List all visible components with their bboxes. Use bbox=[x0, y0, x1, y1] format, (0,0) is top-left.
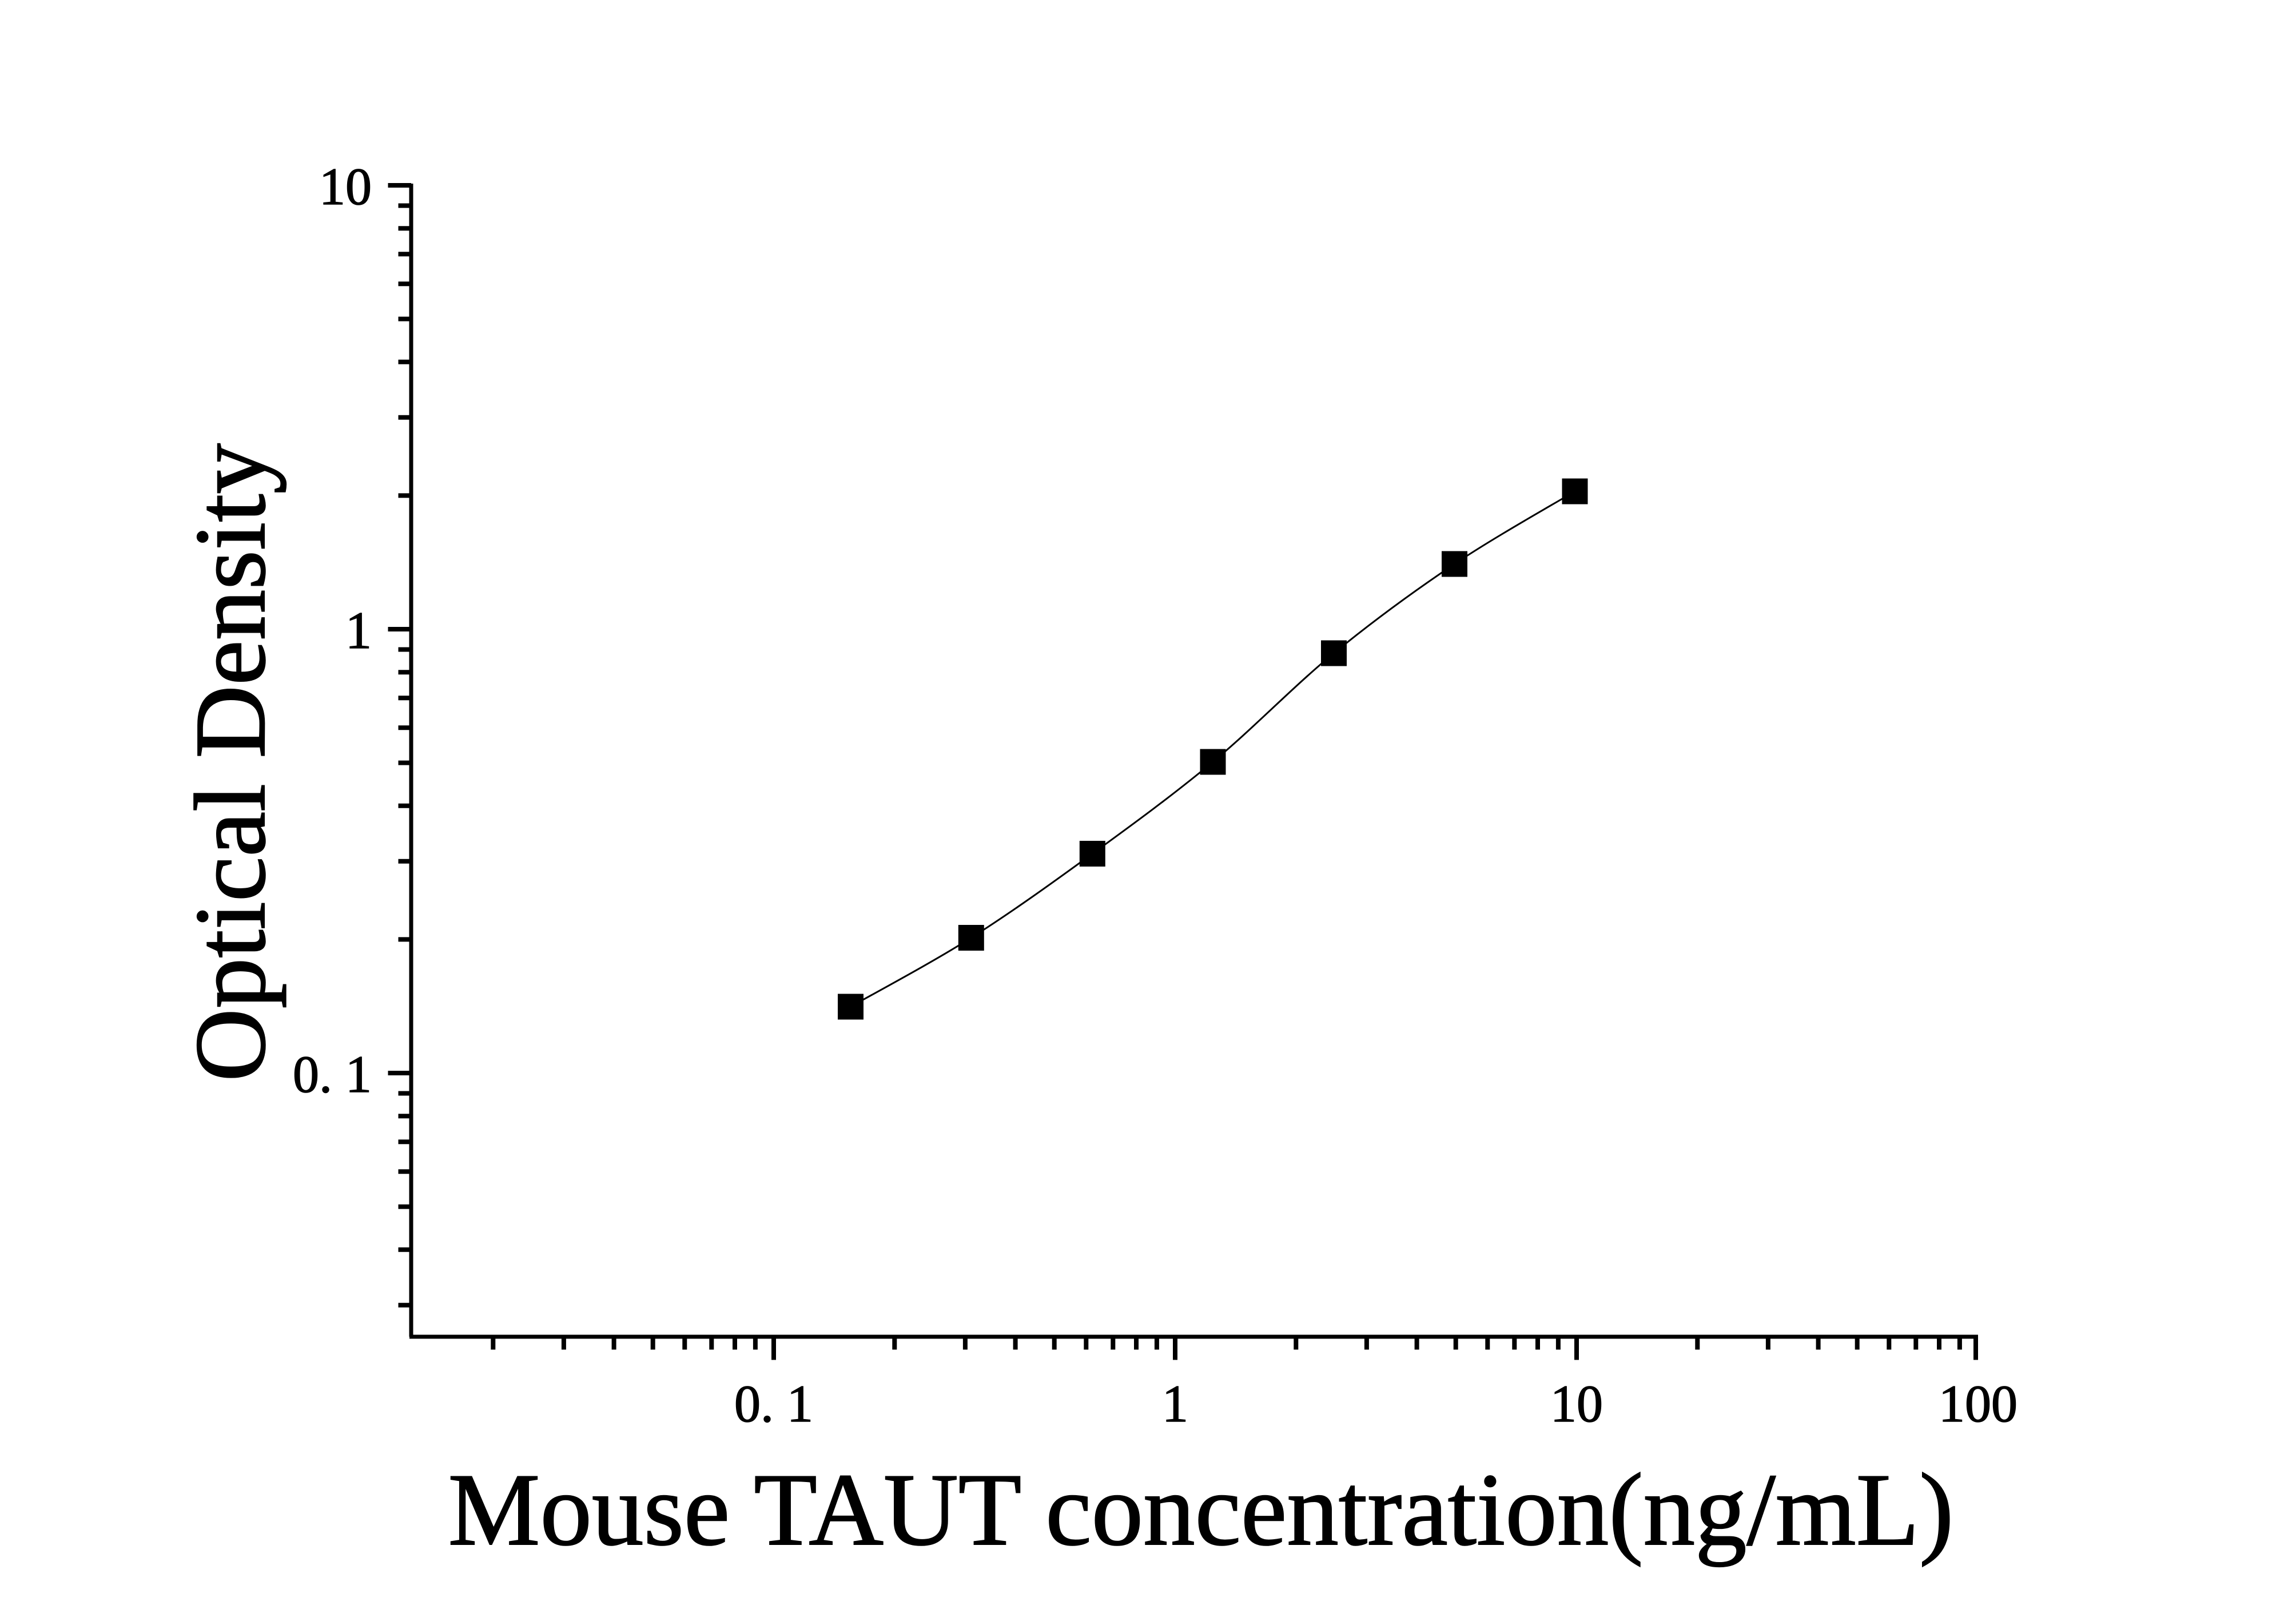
svg-text:Optical Density: Optical Density bbox=[174, 443, 286, 1082]
svg-text:10: 10 bbox=[319, 157, 372, 216]
svg-text:1: 1 bbox=[345, 601, 372, 660]
svg-text:100: 100 bbox=[1939, 1374, 2018, 1433]
svg-text:0. 1: 0. 1 bbox=[293, 1045, 372, 1103]
svg-text:Mouse TAUT concentration(ng/mL: Mouse TAUT concentration(ng/mL) bbox=[448, 1453, 1954, 1567]
svg-text:1: 1 bbox=[1162, 1374, 1188, 1433]
svg-text:10: 10 bbox=[1550, 1374, 1603, 1433]
svg-text:0. 1: 0. 1 bbox=[734, 1374, 813, 1433]
